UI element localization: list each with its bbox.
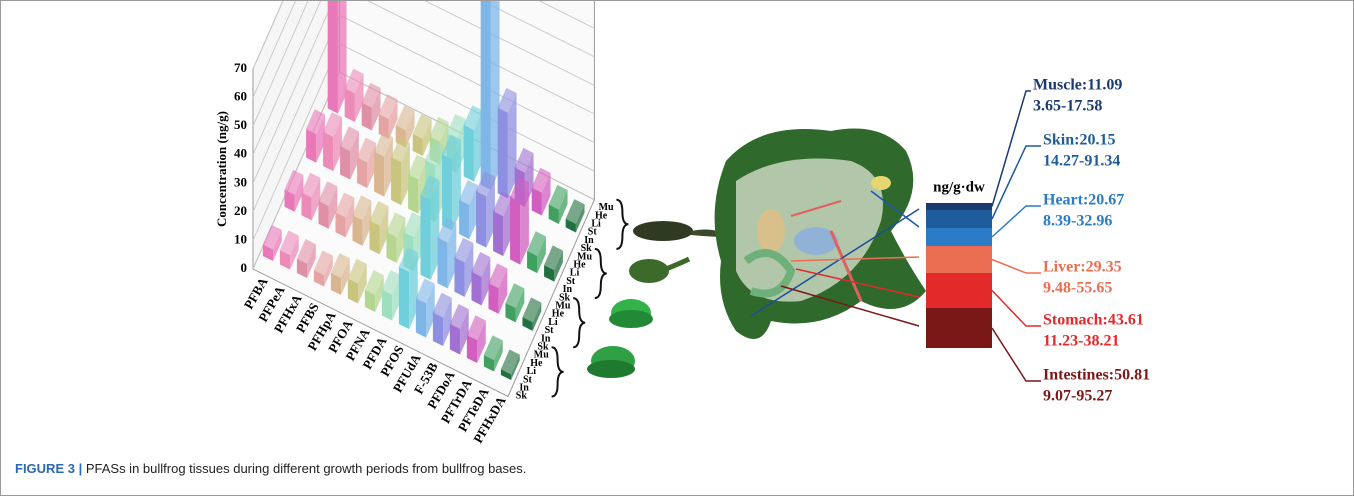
brace [552, 347, 564, 396]
y-axis-title: Concentration (ng/g) [214, 111, 229, 227]
tissue-range: 9.48-55.65 [1043, 280, 1112, 297]
brace [573, 298, 585, 347]
bar [481, 1, 491, 190]
bar [386, 232, 396, 263]
bar [352, 215, 362, 246]
bar [459, 200, 469, 239]
bar [488, 283, 498, 314]
bar [498, 108, 508, 199]
color-bar-segment [926, 210, 992, 228]
color-bar-segment [926, 273, 992, 308]
bar [471, 272, 481, 306]
color-bar-segment [926, 246, 992, 273]
y-tick-label: 60 [234, 89, 247, 104]
tissue-label: Intestines:50.81 [1043, 367, 1150, 384]
tissue-range: 8.39-32.96 [1043, 213, 1112, 230]
figure-page: 010203040506070Concentration (ng/g)PFBAP… [0, 0, 1354, 496]
bar [374, 152, 384, 197]
bar [323, 132, 333, 171]
leader-line [992, 291, 1041, 327]
tissue-label: Liver:29.35 [1043, 259, 1122, 276]
y-tick-label: 70 [234, 60, 247, 75]
bar [369, 221, 379, 255]
color-bar-unit: ng/g·dw [933, 179, 985, 195]
depth-label: Sk [516, 391, 528, 402]
bar [476, 191, 486, 248]
tissue-label: Muscle:11.09 [1033, 77, 1122, 94]
bar-chart-3d: 010203040506070Concentration (ng/g)PFBAP… [214, 1, 628, 446]
caption-text: PFASs in bullfrog tissues during differe… [86, 461, 527, 476]
tissue-label: Heart:20.67 [1043, 192, 1124, 209]
frog-stages [587, 221, 729, 378]
tissue-range: 11.23-38.21 [1043, 333, 1119, 350]
tissue-label: Stomach:43.61 [1043, 312, 1144, 329]
bar [454, 257, 464, 296]
bar [433, 312, 443, 346]
bar [493, 211, 503, 256]
bar [382, 290, 392, 321]
color-bar-segment [926, 203, 992, 210]
brace [616, 200, 628, 249]
caption-label: FIGURE 3 | [15, 461, 82, 476]
y-tick-label: 10 [234, 231, 247, 246]
color-bar-segment [926, 228, 992, 246]
color-bar-segment [926, 308, 992, 348]
leader-line [992, 206, 1041, 237]
bar [450, 324, 460, 355]
bar [510, 197, 520, 265]
caption: FIGURE 3 | PFASs in bullfrog tissues dur… [15, 461, 526, 476]
y-tick-label: 40 [234, 146, 247, 161]
y-tick-label: 50 [234, 117, 247, 132]
bar [399, 267, 409, 329]
bar [345, 88, 355, 122]
bar [437, 238, 447, 289]
tissue-range: 9.07-95.27 [1043, 388, 1112, 405]
y-tick-label: 30 [234, 174, 247, 189]
bar [328, 1, 338, 113]
bar [408, 174, 418, 213]
bar [357, 157, 367, 188]
bar [416, 298, 426, 337]
tissue-range: 14.27-91.34 [1043, 153, 1120, 170]
brace [595, 249, 607, 298]
big-frog [715, 129, 926, 340]
leader-line [992, 328, 1041, 381]
bar [391, 157, 401, 205]
figure: 010203040506070Concentration (ng/g)PFBAP… [1, 1, 1353, 451]
bar [306, 129, 316, 163]
bar [420, 195, 430, 280]
color-bar: ng/g·dw Muscle:11.09 3.65-17.58 Skin:20.15 1… [926, 77, 1150, 405]
leader-line [992, 260, 1041, 274]
tissue-label: Skin:20.15 [1043, 132, 1115, 149]
y-tick-label: 0 [241, 260, 248, 275]
bar [340, 146, 350, 180]
tissue-range: 3.65-17.58 [1033, 98, 1102, 115]
bar [464, 125, 474, 182]
y-tick-label: 20 [234, 203, 247, 218]
